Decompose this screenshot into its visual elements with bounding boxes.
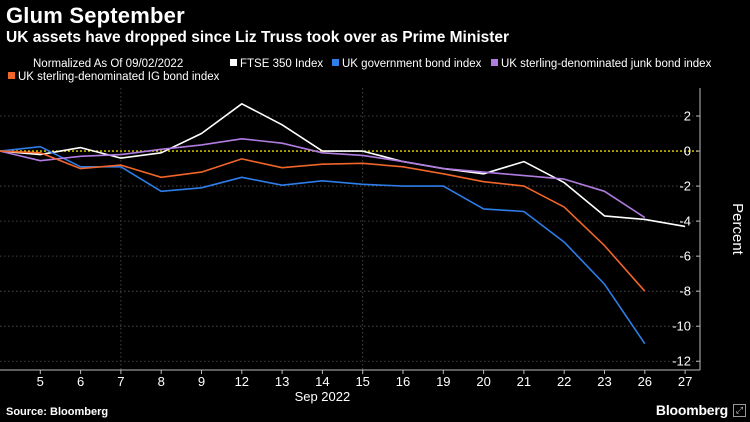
x-tick-label: 9 <box>198 374 205 389</box>
y-tick-label: 2 <box>684 109 691 124</box>
x-axis-title: Sep 2022 <box>295 389 351 404</box>
legend-note: Normalized As Of 09/02/2022 <box>33 58 183 70</box>
x-tick-label: 19 <box>436 374 450 389</box>
legend-label-2: UK sterling-denominated junk bond index <box>501 58 712 70</box>
y-tick-label: 0 <box>684 144 691 159</box>
x-tick-label: 8 <box>158 374 165 389</box>
legend-swatch-1 <box>332 59 339 66</box>
x-tick-label: 16 <box>396 374 410 389</box>
legend: Normalized As Of 09/02/2022 FTSE 350 Inde… <box>8 58 712 83</box>
legend-label-0: FTSE 350 Index <box>240 58 323 70</box>
x-tick-label: 21 <box>517 374 531 389</box>
y-tick-label: -10 <box>672 319 691 334</box>
y-tick-label: -4 <box>679 214 691 229</box>
x-tick-label: 13 <box>275 374 289 389</box>
x-tick-label: 23 <box>597 374 611 389</box>
y-tick-label: -6 <box>679 249 691 264</box>
x-tick-label: 20 <box>476 374 490 389</box>
x-tick-label: 15 <box>355 374 369 389</box>
y-tick-label: -2 <box>679 179 691 194</box>
brand-logo: Bloomberg <box>655 402 728 418</box>
x-tick-label: 6 <box>77 374 84 389</box>
x-tick-label: 14 <box>315 374 329 389</box>
x-tick-label: 26 <box>638 374 652 389</box>
y-tick-label: -8 <box>679 284 691 299</box>
chart-title: Glum September <box>6 3 185 28</box>
x-tick-label: 22 <box>557 374 571 389</box>
x-tick-label: 7 <box>117 374 124 389</box>
legend-swatch-2 <box>491 59 498 66</box>
grid <box>0 88 700 370</box>
series-line-3 <box>0 150 646 292</box>
expand-icon[interactable]: ⤢ <box>733 404 746 417</box>
source-note: Source: Bloomberg <box>6 406 109 418</box>
x-tick-label: 12 <box>235 374 249 389</box>
y-tick-label: -12 <box>672 354 691 369</box>
x-tick-label: 27 <box>678 374 692 389</box>
legend-swatch-3 <box>8 72 15 79</box>
x-tick-label: 5 <box>37 374 44 389</box>
legend-label-3: UK sterling-denominated IG bond index <box>18 71 220 83</box>
chart-subtitle: UK assets have dropped since Liz Truss t… <box>6 29 510 46</box>
series-line-2 <box>0 138 646 219</box>
legend-label-1: UK government bond index <box>342 58 482 70</box>
legend-swatch-0 <box>230 59 237 66</box>
series-layer <box>0 103 686 345</box>
y-axis-title: Percent <box>729 203 746 256</box>
series-line-1 <box>0 145 646 345</box>
series-line-0 <box>0 103 686 228</box>
